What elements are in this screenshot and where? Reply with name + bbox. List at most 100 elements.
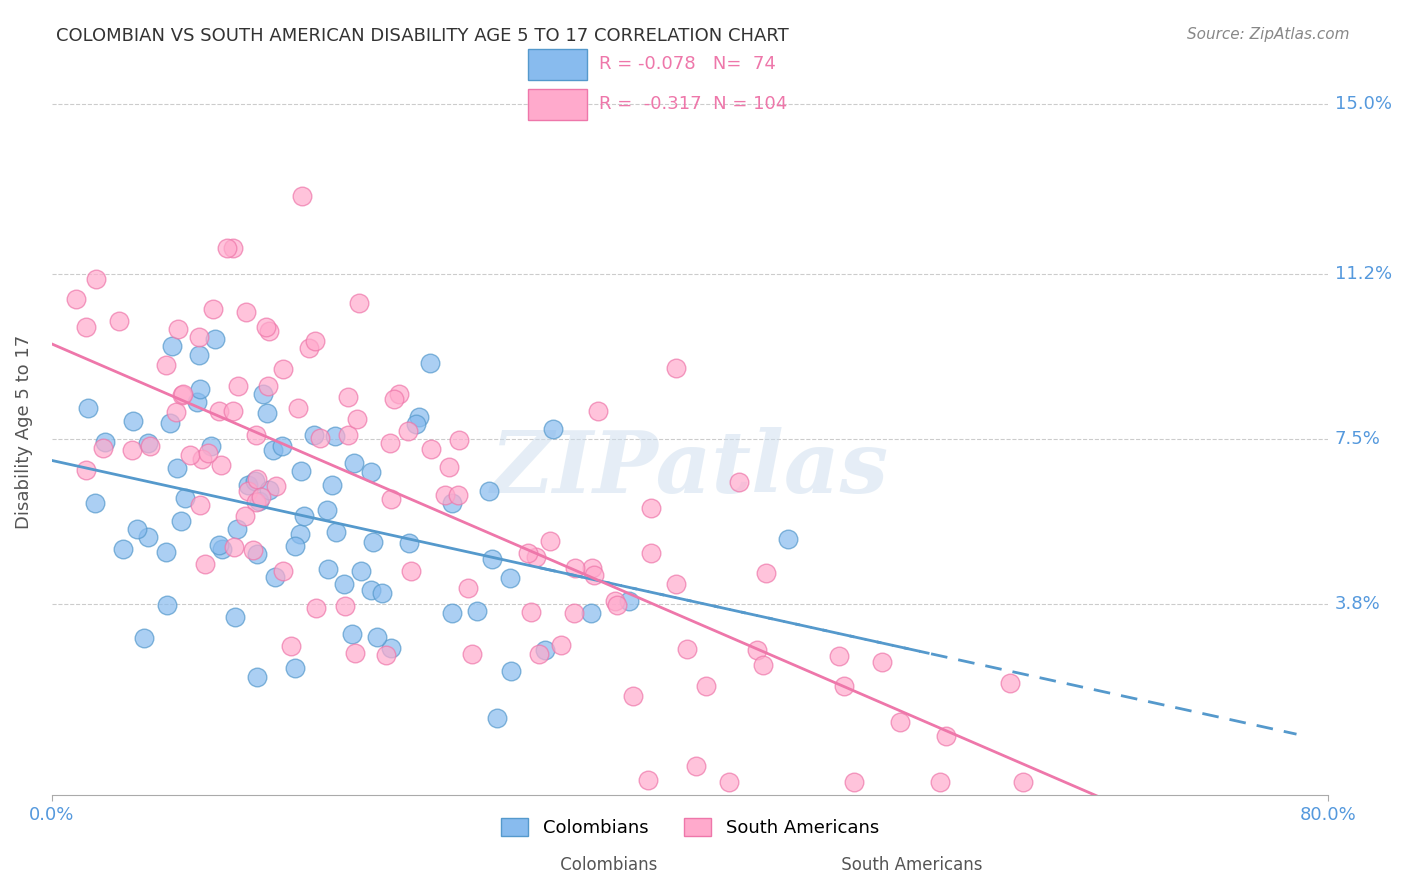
Point: [1012, 775, 1035, 789]
Point: [211, 542, 233, 557]
Point: [136, 530, 159, 544]
Text: 15.0%: 15.0%: [1334, 95, 1392, 113]
Point: [405, 417, 427, 432]
Text: R =  -0.317  N = 104: R = -0.317 N = 104: [599, 95, 787, 113]
Point: [246, 472, 269, 486]
Point: [215, 241, 238, 255]
Point: [382, 392, 405, 406]
Point: [94, 435, 117, 450]
Text: COLOMBIAN VS SOUTH AMERICAN DISABILITY AGE 5 TO 17 CORRELATION CHART: COLOMBIAN VS SOUTH AMERICAN DISABILITY A…: [56, 27, 789, 45]
Point: [257, 483, 280, 498]
Point: [581, 560, 603, 574]
Point: [343, 456, 366, 470]
Point: [201, 302, 224, 317]
Point: [256, 406, 278, 420]
Point: [83, 496, 105, 510]
Point: [889, 715, 911, 730]
Point: [252, 387, 274, 401]
Point: [399, 564, 422, 578]
Point: [676, 642, 699, 657]
Point: [246, 548, 269, 562]
Point: [747, 643, 769, 657]
Point: [665, 360, 688, 375]
Point: [222, 404, 245, 418]
Point: [155, 545, 177, 559]
Point: [136, 436, 159, 450]
Point: [134, 631, 156, 645]
Point: [162, 339, 184, 353]
Point: [461, 647, 484, 661]
Point: [605, 598, 627, 612]
Point: [481, 551, 503, 566]
Point: [538, 533, 561, 548]
Point: [380, 436, 402, 450]
Point: [309, 431, 332, 445]
Point: [179, 449, 201, 463]
Point: [832, 679, 855, 693]
Point: [284, 540, 307, 554]
Point: [65, 292, 87, 306]
Point: [360, 465, 382, 479]
Point: [208, 404, 231, 418]
Point: [186, 395, 208, 409]
Point: [236, 478, 259, 492]
Point: [842, 775, 865, 789]
Point: [605, 593, 627, 607]
Point: [583, 568, 606, 582]
Bar: [529, 49, 588, 80]
Point: [380, 492, 402, 507]
Text: 11.2%: 11.2%: [1334, 265, 1392, 283]
Point: [245, 494, 267, 508]
Text: South Americans: South Americans: [815, 856, 983, 874]
Point: [270, 439, 292, 453]
Point: [333, 577, 356, 591]
Point: [194, 557, 217, 571]
Point: [243, 475, 266, 489]
Point: [291, 189, 314, 203]
Point: [527, 647, 550, 661]
Point: [321, 478, 343, 492]
Point: [1000, 675, 1022, 690]
Text: Colombians: Colombians: [534, 856, 658, 874]
Point: [288, 527, 311, 541]
Point: [637, 772, 659, 787]
Point: [350, 564, 373, 578]
Point: [398, 536, 420, 550]
Text: Source: ZipAtlas.com: Source: ZipAtlas.com: [1187, 27, 1350, 42]
Point: [375, 648, 398, 663]
Text: R = -0.078   N=  74: R = -0.078 N= 74: [599, 55, 776, 73]
Point: [388, 387, 411, 401]
Point: [336, 428, 359, 442]
Point: [333, 599, 356, 613]
Point: [172, 387, 194, 401]
Point: [517, 546, 540, 560]
Point: [363, 535, 385, 549]
Point: [266, 479, 288, 493]
Point: [75, 320, 97, 334]
Point: [224, 609, 246, 624]
Point: [75, 462, 97, 476]
Point: [187, 348, 209, 362]
Point: [226, 522, 249, 536]
Point: [640, 546, 662, 560]
Point: [221, 241, 243, 255]
Point: [305, 601, 328, 615]
Point: [256, 379, 278, 393]
Point: [271, 564, 294, 578]
Point: [297, 341, 319, 355]
Point: [287, 401, 309, 415]
Point: [170, 514, 193, 528]
Y-axis label: Disability Age 5 to 17: Disability Age 5 to 17: [15, 334, 32, 529]
Point: [534, 643, 557, 657]
Point: [665, 577, 688, 591]
Point: [246, 670, 269, 684]
Point: [174, 491, 197, 505]
Point: [208, 538, 231, 552]
Point: [108, 314, 131, 328]
Point: [235, 305, 257, 319]
Point: [621, 689, 644, 703]
Point: [371, 586, 394, 600]
Text: ZIPatlas: ZIPatlas: [491, 426, 889, 510]
Point: [433, 488, 456, 502]
Point: [396, 424, 419, 438]
